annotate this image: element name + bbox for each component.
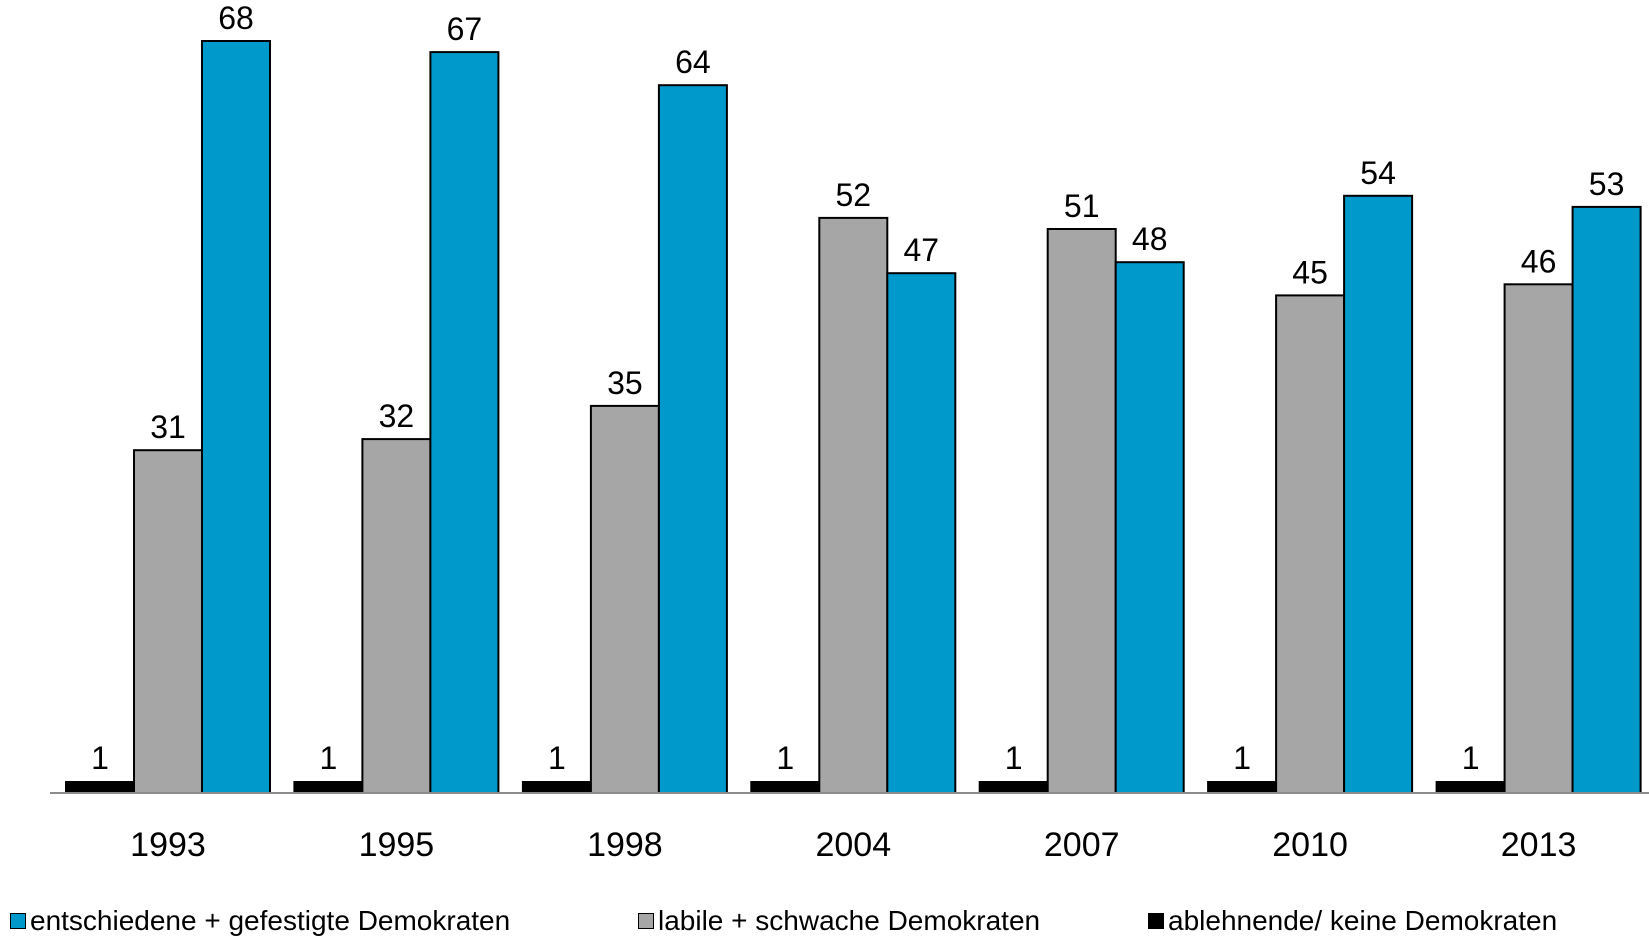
data-label-1998-series-1: 35 bbox=[607, 365, 643, 401]
data-label-2010-series-1: 45 bbox=[1292, 254, 1328, 290]
data-label-1998-series-2: 64 bbox=[675, 44, 711, 80]
bar-1998-series-2 bbox=[657, 84, 728, 794]
data-label-2004-series-1: 52 bbox=[836, 177, 872, 213]
data-label-1995-series-2: 67 bbox=[447, 11, 483, 47]
bar-2004-series-1 bbox=[818, 216, 889, 794]
bar-2013-series-2 bbox=[1571, 205, 1642, 794]
bar-1998-series-0 bbox=[521, 781, 592, 794]
legend-swatch-blue bbox=[10, 913, 26, 929]
bar-2004-series-0 bbox=[750, 781, 821, 794]
bar-1995-series-1 bbox=[361, 438, 432, 794]
x-tick-label-2004: 2004 bbox=[815, 826, 891, 864]
bar-2010-series-0 bbox=[1207, 781, 1278, 794]
bar-2010-series-2 bbox=[1343, 194, 1414, 795]
legend: entschiedene + gefestigte Demokraten lab… bbox=[0, 904, 1649, 938]
x-tick-label-2013: 2013 bbox=[1501, 826, 1577, 864]
bar-2007-series-2 bbox=[1114, 261, 1185, 794]
bar-2013-series-0 bbox=[1435, 781, 1506, 794]
legend-label: ablehnende/ keine Demokraten bbox=[1168, 905, 1558, 936]
x-tick-label-1995: 1995 bbox=[359, 826, 435, 864]
data-label-2013-series-0: 1 bbox=[1462, 740, 1480, 776]
data-label-2010-series-0: 1 bbox=[1233, 740, 1251, 776]
bar-1993-series-0 bbox=[65, 781, 135, 794]
data-label-1993-series-2: 68 bbox=[218, 0, 254, 36]
x-tick-label-1993: 1993 bbox=[130, 826, 206, 864]
legend-item-entschiedene: entschiedene + gefestigte Demokraten bbox=[10, 904, 510, 938]
x-tick-label-2010: 2010 bbox=[1272, 826, 1348, 864]
bar-1998-series-1 bbox=[589, 404, 660, 794]
legend-label: labile + schwache Demokraten bbox=[658, 905, 1041, 936]
data-label-2007-series-0: 1 bbox=[1005, 740, 1023, 776]
legend-swatch-gray bbox=[638, 913, 654, 929]
bar-2007-series-1 bbox=[1046, 228, 1117, 794]
data-label-1998-series-0: 1 bbox=[548, 740, 566, 776]
data-label-1995-series-0: 1 bbox=[320, 740, 338, 776]
data-label-2004-series-2: 47 bbox=[904, 232, 940, 268]
legend-item-ablehnende: ablehnende/ keine Demokraten bbox=[1148, 904, 1557, 938]
x-tick-label-2007: 2007 bbox=[1044, 826, 1120, 864]
legend-item-labile: labile + schwache Demokraten bbox=[638, 904, 1040, 938]
data-label-2013-series-1: 46 bbox=[1521, 243, 1557, 279]
legend-swatch-black bbox=[1148, 913, 1164, 929]
bar-1995-series-0 bbox=[293, 781, 364, 794]
data-label-1993-series-0: 1 bbox=[91, 740, 109, 776]
data-label-2004-series-0: 1 bbox=[776, 740, 794, 776]
bar-2007-series-0 bbox=[978, 781, 1049, 794]
data-label-2007-series-2: 48 bbox=[1132, 221, 1168, 257]
data-label-2013-series-2: 53 bbox=[1589, 166, 1625, 202]
data-label-2010-series-2: 54 bbox=[1360, 155, 1396, 191]
bar-2004-series-2 bbox=[886, 272, 957, 794]
data-label-1995-series-1: 32 bbox=[379, 398, 415, 434]
bar-1993-series-1 bbox=[133, 449, 203, 794]
data-label-1993-series-1: 31 bbox=[150, 409, 186, 445]
bar-1993-series-2 bbox=[201, 40, 271, 794]
legend-label: entschiedene + gefestigte Demokraten bbox=[30, 905, 511, 936]
x-tick-label-1998: 1998 bbox=[587, 826, 663, 864]
data-label-2007-series-1: 51 bbox=[1064, 188, 1100, 224]
bar-2013-series-1 bbox=[1503, 283, 1574, 794]
bar-2010-series-1 bbox=[1275, 294, 1346, 794]
bar-1995-series-2 bbox=[429, 51, 500, 795]
